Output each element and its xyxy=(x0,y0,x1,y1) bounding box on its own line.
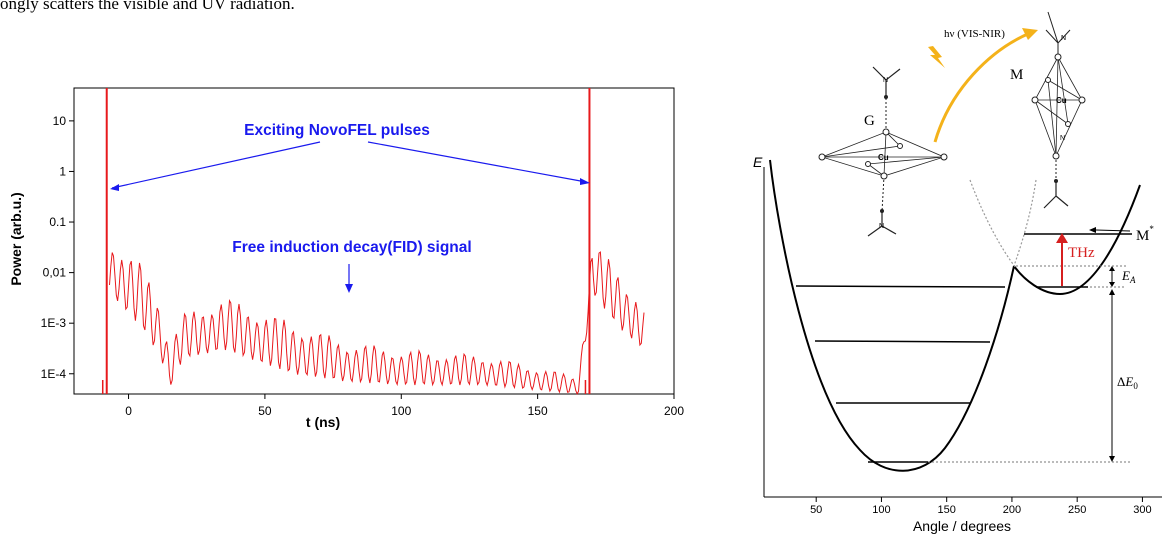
y-tick-label: 0,01 xyxy=(43,266,67,280)
lightning-icon xyxy=(928,46,945,68)
photoexcitation-arrow xyxy=(933,31,1031,143)
m-star-label: M* xyxy=(1136,224,1154,244)
vibrational-level xyxy=(814,340,991,343)
ea-label: EA xyxy=(1121,268,1136,285)
page-caption-text: ongly scatters the visible and UV radiat… xyxy=(0,0,295,13)
y-tick-label: 1 xyxy=(59,164,66,178)
ground-state-well xyxy=(769,159,1015,472)
chart-frame xyxy=(73,87,675,395)
y-axis-label: Power (arb.u.) xyxy=(8,192,24,285)
x-axis-label: t (ns) xyxy=(306,414,340,430)
x-tick-label: 150 xyxy=(528,404,548,418)
energy-axis-label: E xyxy=(753,154,763,170)
y-tick-label: 1E-4 xyxy=(41,367,67,381)
m-n-label-top: N xyxy=(1061,35,1066,42)
m-n-label-mid: N xyxy=(1060,135,1065,142)
angle-axis-label: Angle / degrees xyxy=(913,518,1011,534)
x-tick-label: 0 xyxy=(125,404,132,418)
y-tick-label: 0.1 xyxy=(49,215,66,229)
x-tick-label: 100 xyxy=(391,404,411,418)
x-tick-label: 50 xyxy=(258,404,272,418)
delta-e0-label: ΔE0 xyxy=(1117,374,1138,391)
pulses-annotation-text: Exciting NovoFEL pulses xyxy=(244,122,430,139)
angle-tick-label: 50 xyxy=(810,504,822,516)
x-tick-label: 200 xyxy=(664,404,684,418)
g-n-label-top: N xyxy=(883,77,888,84)
angle-tick-label: 300 xyxy=(1133,504,1151,516)
molecule-m: M Cu N N xyxy=(1010,11,1086,209)
annotation-fid: Free induction decay(FID) signal xyxy=(232,239,472,293)
fid-power-chart: 0 50 100 150 200 10 1 0.1 0,01 1E-3 1E-4 t (ns) P… xyxy=(8,87,684,430)
m-cu-label: Cu xyxy=(1056,96,1067,105)
angle-axis-ticks: 50 100 150 200 250 300 xyxy=(810,497,1152,516)
angle-tick-label: 150 xyxy=(938,504,956,516)
fid-signal-trace xyxy=(101,88,645,395)
y-tick-label: 1E-3 xyxy=(41,316,67,330)
annotation-pulses: Exciting NovoFEL pulses xyxy=(110,122,590,191)
angle-tick-label: 250 xyxy=(1068,504,1086,516)
guide-curve-right xyxy=(1013,179,1037,267)
energy-diagram: E 50 100 150 200 250 300 Angle / degrees THz … xyxy=(753,11,1162,534)
thz-label: THz xyxy=(1068,245,1095,261)
y-tick-label: 10 xyxy=(53,114,67,128)
fid-annotation-text: Free induction decay(FID) signal xyxy=(232,239,471,256)
angle-tick-label: 200 xyxy=(1003,504,1021,516)
g-n-label-bottom: N xyxy=(879,223,884,230)
g-label: G xyxy=(864,113,875,129)
m-label: M xyxy=(1010,67,1023,83)
y-axis-ticks: 10 1 0.1 0,01 1E-3 1E-4 xyxy=(41,114,74,381)
x-axis-ticks: 0 50 100 150 200 xyxy=(125,394,684,418)
guide-curve-left xyxy=(969,179,1017,269)
fid-trace-line xyxy=(109,251,645,395)
molecule-g: G Cu N N xyxy=(818,66,948,237)
vibrational-level xyxy=(795,285,1006,288)
metastable-well xyxy=(1013,184,1141,296)
g-cu-label: Cu xyxy=(878,153,889,162)
light-label: hν (VIS-NIR) xyxy=(944,28,1005,40)
angle-tick-label: 100 xyxy=(872,504,890,516)
